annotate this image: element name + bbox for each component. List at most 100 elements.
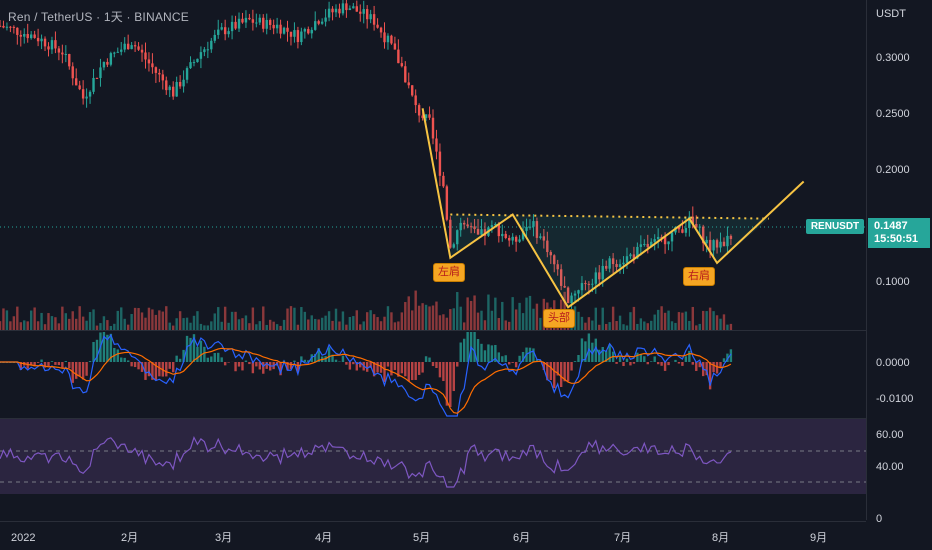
candle-body — [68, 54, 71, 67]
macd-histogram-bar — [698, 362, 701, 368]
volume-bar — [660, 306, 663, 330]
pattern-neckline[interactable] — [450, 213, 770, 220]
volume-bar — [126, 324, 130, 330]
candle-body — [681, 229, 684, 233]
candle-body — [726, 235, 729, 247]
macd-histogram-bar — [144, 362, 147, 380]
candle-body — [359, 11, 362, 14]
volume-bar — [2, 308, 5, 330]
candle-body — [601, 265, 604, 280]
macd-histogram-bar — [428, 357, 431, 362]
macd-histogram-bar — [573, 361, 577, 362]
candle-body — [695, 224, 698, 228]
volume-bar — [327, 311, 331, 330]
candle-body — [563, 285, 566, 288]
candle-body — [636, 246, 639, 259]
candle-body — [144, 52, 147, 60]
volume-bar — [244, 315, 248, 330]
volume-bar — [656, 309, 660, 330]
macd-histogram-bar — [47, 362, 50, 366]
candle-body — [147, 59, 151, 64]
macd-histogram-bar — [33, 362, 36, 367]
time-tick: 8月 — [712, 532, 729, 544]
macd-histogram-bar — [206, 357, 210, 362]
macd-histogram-bar — [598, 349, 601, 362]
candle-body — [556, 264, 559, 270]
time-axis[interactable]: 2022 2月 3月 4月 5月 6月 7月 8月 9月 — [11, 532, 827, 544]
volume-bar — [237, 319, 241, 330]
candle-body — [54, 40, 57, 49]
pane-divider-volume-macd[interactable] — [0, 330, 866, 331]
candle-body — [12, 26, 16, 28]
macd-histogram-bar — [591, 342, 594, 362]
volume-bar — [161, 311, 165, 330]
candle-body — [379, 27, 383, 33]
volume-bar — [275, 324, 279, 330]
macd-histogram-bar — [656, 362, 660, 365]
macd-histogram-bar — [518, 355, 521, 362]
macd-histogram-bar — [393, 362, 397, 371]
volume-bar — [539, 317, 542, 330]
macd-histogram-bar — [438, 362, 442, 378]
volume-bar — [182, 318, 185, 330]
candle-body — [591, 283, 594, 285]
candle-body — [130, 45, 133, 50]
candle-body — [494, 223, 497, 226]
macd-histogram-bar — [653, 356, 656, 362]
volume-bar — [85, 320, 88, 330]
macd-histogram-bar — [165, 362, 168, 377]
candle-body — [449, 219, 452, 248]
candle-body — [390, 35, 393, 44]
pane-divider-macd-rsi[interactable] — [0, 418, 866, 419]
signal-line — [0, 347, 732, 414]
macd-histogram-bar — [719, 362, 722, 369]
macd-histogram-bar — [376, 362, 379, 373]
macd-histogram-bar — [511, 362, 514, 363]
candle-body — [92, 77, 95, 92]
macd-histogram-bar — [681, 362, 684, 366]
candle-body — [199, 52, 203, 59]
volume-bar — [473, 295, 476, 330]
candle-body — [605, 265, 608, 269]
symbol-header[interactable]: Ren / TetherUS · 1天 · BINANCE — [8, 10, 189, 24]
candle-body — [227, 31, 230, 35]
candle-body — [61, 52, 64, 55]
macd-histogram-bar — [459, 342, 462, 362]
macd-histogram-bar — [480, 343, 483, 362]
candle-body — [244, 17, 248, 23]
macd-histogram-bar — [528, 347, 532, 362]
candle-body — [442, 175, 445, 187]
macd-histogram-bar — [497, 352, 501, 362]
price-axis[interactable]: 0.3000 0.2500 0.2000 0.1000 0.0000 -0.01… — [876, 52, 913, 525]
volume-bar — [147, 307, 151, 330]
macd-histogram-bar — [36, 362, 40, 363]
volume-bar — [636, 323, 639, 330]
macd-histogram-bar — [223, 362, 227, 366]
volume-bar — [674, 322, 677, 330]
time-tick: 9月 — [810, 532, 827, 544]
price-axis-border — [866, 0, 867, 520]
candle-body — [577, 290, 580, 294]
candle-body — [331, 8, 334, 13]
candle-body — [535, 221, 539, 238]
volume-bar — [622, 324, 625, 330]
volume-bar — [255, 324, 258, 330]
candle-body — [615, 264, 618, 267]
candle-body — [667, 241, 670, 245]
macd-histogram-bar — [625, 358, 629, 362]
volume-bar — [120, 307, 123, 330]
candle-body — [185, 68, 189, 80]
volume-bar — [300, 307, 303, 330]
volume-bar — [102, 316, 106, 330]
volume-bar — [29, 310, 33, 330]
candle-body — [663, 236, 667, 245]
volume-bar — [435, 301, 438, 330]
volume-bar — [109, 325, 113, 330]
macd-histogram-bar — [643, 356, 646, 362]
macd-histogram-bar — [397, 362, 400, 377]
candle-body — [417, 105, 421, 116]
macd-histogram-bar — [40, 359, 43, 362]
pattern-zigzag[interactable] — [421, 108, 805, 309]
candle-body — [248, 17, 251, 20]
